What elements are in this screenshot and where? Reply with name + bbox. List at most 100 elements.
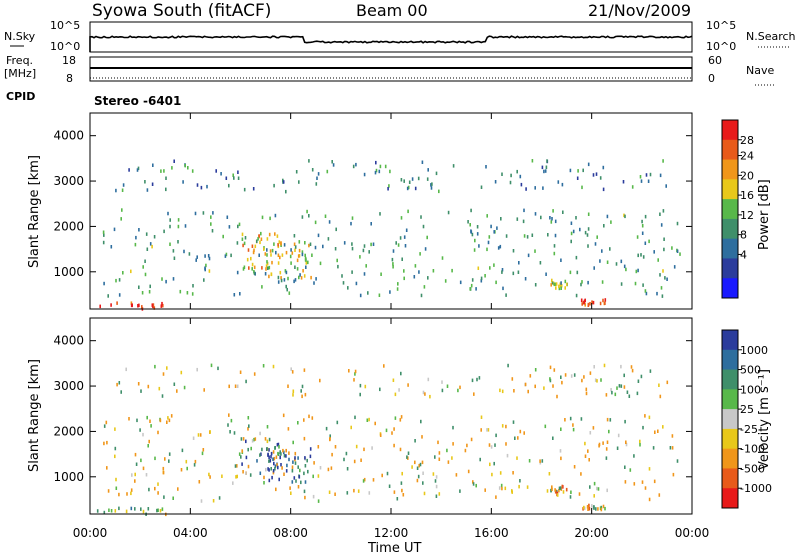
range-gate-cell xyxy=(157,430,159,435)
range-gate-cell xyxy=(241,232,244,237)
range-gate-cell xyxy=(186,466,188,471)
range-gate-cell xyxy=(560,427,562,431)
range-gate-cell xyxy=(268,232,271,237)
range-gate-cell xyxy=(452,442,454,446)
range-gate-cell xyxy=(549,365,552,370)
range-gate-cell xyxy=(188,252,191,256)
range-gate-cell xyxy=(187,166,189,170)
range-gate-cell xyxy=(583,505,585,510)
range-gate-cell xyxy=(584,303,586,307)
range-gate-cell xyxy=(493,230,495,234)
range-gate-cell xyxy=(203,278,205,282)
range-gate-cell xyxy=(531,159,534,163)
range-gate-cell xyxy=(158,386,161,391)
range-gate-cell xyxy=(181,448,184,453)
range-gate-cell xyxy=(283,278,286,282)
range-gate-cell xyxy=(582,168,584,173)
range-gate-cell xyxy=(150,424,152,428)
range-gate-cell xyxy=(624,465,626,469)
range-gate-cell xyxy=(279,455,281,460)
range-gate-cell xyxy=(304,253,306,258)
range-gate-cell xyxy=(589,302,591,306)
range-gate-cell xyxy=(491,472,493,477)
range-gate-cell xyxy=(662,269,664,273)
range-gate-cell xyxy=(268,468,270,472)
velocity-scatter-points xyxy=(96,363,679,517)
range-gate-cell xyxy=(480,185,483,189)
range-gate-cell xyxy=(604,298,607,302)
range-gate-cell xyxy=(618,384,621,388)
range-gate-cell xyxy=(131,473,133,477)
range-gate-cell xyxy=(165,279,167,284)
range-gate-cell xyxy=(400,371,402,376)
range-gate-cell xyxy=(304,456,306,460)
range-gate-cell xyxy=(501,270,503,274)
colorbar-segment xyxy=(722,258,738,279)
range-gate-cell xyxy=(164,457,166,461)
range-gate-cell xyxy=(487,428,490,432)
range-gate-cell xyxy=(285,250,288,255)
range-gate-cell xyxy=(539,261,542,265)
range-gate-cell xyxy=(316,176,318,180)
range-gate-cell xyxy=(659,394,662,399)
range-gate-cell xyxy=(343,457,345,462)
range-gate-cell xyxy=(280,241,282,245)
range-gate-cell xyxy=(368,491,371,495)
colorbar-tick-label: 8 xyxy=(740,229,747,242)
colorbar-segment xyxy=(722,349,738,371)
range-gate-cell xyxy=(501,268,504,272)
range-gate-cell xyxy=(666,380,669,385)
nsky-tick-bottom: 10^0 xyxy=(50,40,80,53)
range-gate-cell xyxy=(149,419,151,423)
range-gate-cell xyxy=(573,373,576,377)
y-tick-label: 3000 xyxy=(53,174,84,188)
range-gate-cell xyxy=(427,168,429,172)
range-gate-cell xyxy=(140,389,142,393)
range-gate-cell xyxy=(414,186,417,191)
range-gate-cell xyxy=(420,215,422,219)
range-gate-cell xyxy=(572,229,575,234)
range-gate-cell xyxy=(511,489,513,493)
range-gate-cell xyxy=(300,389,302,393)
range-gate-cell xyxy=(256,239,258,243)
range-gate-cell xyxy=(276,463,278,467)
range-gate-cell xyxy=(623,385,626,389)
range-gate-cell xyxy=(278,445,280,449)
y-tick-label: 4000 xyxy=(53,334,84,348)
range-gate-cell xyxy=(495,280,497,285)
range-gate-cell xyxy=(560,281,562,285)
range-gate-cell xyxy=(403,179,405,183)
range-gate-cell xyxy=(273,461,275,466)
range-gate-cell xyxy=(140,507,142,511)
range-gate-cell xyxy=(196,367,198,372)
range-gate-cell xyxy=(499,388,501,393)
range-gate-cell xyxy=(438,492,441,496)
range-gate-cell xyxy=(581,378,583,383)
range-gate-cell xyxy=(363,244,366,248)
range-gate-cell xyxy=(118,381,121,385)
y-tick-label: 2000 xyxy=(53,424,84,438)
range-gate-cell xyxy=(502,286,504,291)
range-gate-cell xyxy=(350,425,352,430)
nsky-label: N.Sky xyxy=(4,30,36,43)
range-gate-cell xyxy=(245,439,247,444)
range-gate-cell xyxy=(584,230,587,235)
range-gate-cell xyxy=(561,380,563,385)
range-gate-cell xyxy=(494,180,497,184)
range-gate-cell xyxy=(397,243,400,247)
range-gate-cell xyxy=(371,446,373,450)
range-gate-cell xyxy=(204,254,206,258)
range-gate-cell xyxy=(156,508,158,513)
range-gate-cell xyxy=(275,455,278,459)
range-gate-cell xyxy=(484,274,486,278)
range-gate-cell xyxy=(297,485,300,489)
colorbar-tick-label: 16 xyxy=(740,189,754,202)
range-gate-cell xyxy=(626,390,629,394)
range-gate-cell xyxy=(625,442,628,447)
time-axis-label: Time UT xyxy=(367,541,421,554)
range-gate-cell xyxy=(400,216,403,220)
range-gate-cell xyxy=(383,364,385,368)
x-tick-label: 20:00 xyxy=(574,526,609,540)
range-gate-cell xyxy=(247,416,250,420)
range-gate-cell xyxy=(279,270,282,275)
